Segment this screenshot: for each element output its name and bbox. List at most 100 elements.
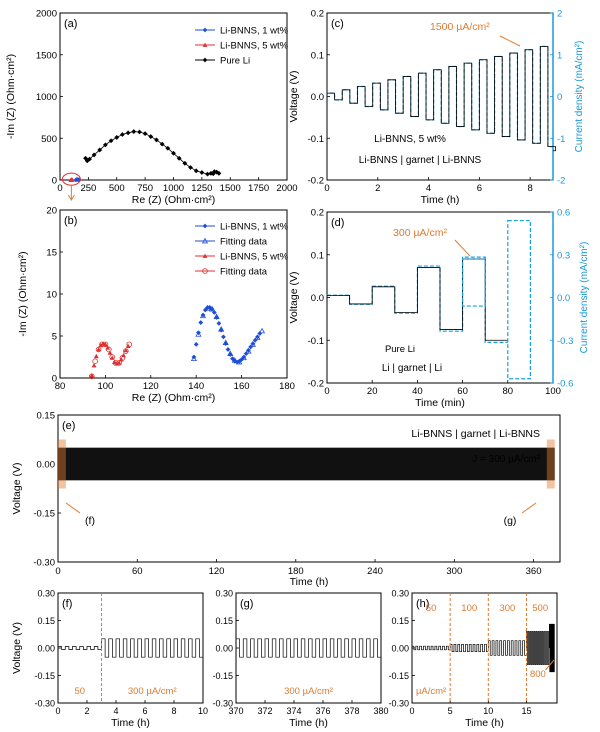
y-tick-label: 0.30 xyxy=(391,589,409,599)
x-tick-label: 140 xyxy=(188,381,204,392)
data-point xyxy=(245,347,252,354)
data-point xyxy=(258,327,266,334)
plot-frame-4 xyxy=(57,414,561,563)
data-point xyxy=(121,352,126,358)
data-point xyxy=(154,137,159,143)
y-tick-label: 0.0 xyxy=(311,293,324,304)
data-point xyxy=(109,355,115,360)
plot-frame-1 xyxy=(59,209,288,379)
data-point xyxy=(216,170,222,176)
y-tick-label: 0 xyxy=(52,176,57,187)
y-axis-label: Voltage (V) xyxy=(288,272,300,324)
data-point xyxy=(108,138,114,144)
voltage-series-100 xyxy=(449,643,489,653)
data-point xyxy=(83,155,88,161)
x-tick-label: 1500 xyxy=(220,183,241,194)
data-point xyxy=(211,169,217,175)
data-point xyxy=(93,353,99,359)
current-label: 50 xyxy=(74,686,85,697)
panel-label: (a) xyxy=(64,18,77,30)
y-tick-label: -0.1 xyxy=(308,336,324,347)
current-label-800: 800 xyxy=(530,669,546,680)
annotation-arrow xyxy=(454,239,471,257)
y-tick-label: 0.00 xyxy=(37,644,55,654)
voltage-series-50 xyxy=(411,645,451,651)
x-tick-label: 250 xyxy=(80,183,96,194)
y2-tick-label: 0 xyxy=(557,92,562,103)
voltage-series xyxy=(327,258,508,341)
data-point xyxy=(207,305,213,310)
data-point xyxy=(92,358,98,365)
cell-label: Li-BNNS | garnet | Li-BNNS xyxy=(359,155,482,166)
data-point xyxy=(89,373,95,378)
data-point xyxy=(209,305,216,312)
y-tick-label: -0.15 xyxy=(388,671,409,681)
data-point xyxy=(165,145,171,151)
x-axis-label: Time (h) xyxy=(289,717,328,729)
current-density-label: J = 300 µA/cm² xyxy=(472,454,540,465)
x-axis-label: Time (min) xyxy=(415,397,465,409)
y-tick-label: -0.30 xyxy=(388,699,409,709)
x-tick-label: 376 xyxy=(315,706,330,716)
data-point xyxy=(198,320,204,325)
x-tick-label: 2 xyxy=(84,706,89,716)
data-point xyxy=(243,351,249,357)
data-point xyxy=(176,155,182,161)
y-axis-label: Voltage (V) xyxy=(11,622,23,674)
zoom-arrow-head xyxy=(67,194,75,201)
x-tick-label: 80 xyxy=(55,381,66,392)
y-tick-label: 5 xyxy=(52,332,57,343)
y2-tick-label: 2 xyxy=(557,9,562,20)
y2-tick-label: 0.6 xyxy=(557,208,570,219)
data-point xyxy=(131,129,137,134)
y-axis-label: Voltage (V) xyxy=(288,71,300,123)
highlight-box xyxy=(462,258,486,307)
data-point xyxy=(87,156,92,162)
legend-marker xyxy=(201,237,209,244)
x-axis-label: Time (h) xyxy=(290,576,329,588)
panel-label: (h) xyxy=(416,598,429,610)
x-tick-label: 120 xyxy=(143,381,159,392)
data-point xyxy=(230,356,235,362)
y-tick-label: 500 xyxy=(41,134,57,145)
data-point xyxy=(205,171,210,177)
x-tick-label: 0 xyxy=(409,706,414,716)
legend-label: Li-BNNS, 1 wt% xyxy=(220,26,289,37)
data-point xyxy=(125,130,131,136)
data-point xyxy=(88,373,95,380)
current-label: 300 xyxy=(499,603,515,614)
arrow-f xyxy=(65,502,81,514)
legend-label: Fitting data xyxy=(220,267,268,278)
data-point xyxy=(182,160,188,166)
current-label: 50 xyxy=(426,603,437,614)
annotation-arrow xyxy=(499,35,521,47)
x-tick-label: 120 xyxy=(209,566,225,577)
y-tick-label: -0.1 xyxy=(308,134,324,145)
voltage-series-300 xyxy=(235,638,381,658)
data-point xyxy=(210,171,216,177)
current-label: 300 µA/cm² xyxy=(284,686,333,697)
data-point xyxy=(114,135,120,140)
annotation-arrow xyxy=(545,659,555,671)
legend-marker xyxy=(202,268,208,274)
current-label: 500 xyxy=(532,603,548,614)
arrow-g xyxy=(521,502,537,514)
y-tick-label: 0 xyxy=(52,374,57,385)
data-point xyxy=(250,341,256,346)
y-tick-label: -0.2 xyxy=(308,176,324,187)
y-tick-label: 0.15 xyxy=(215,616,233,626)
data-point xyxy=(225,347,231,352)
cell-label: Li-BNNS | garnet | Li-BNNS xyxy=(411,428,540,440)
y2-axis-label: Current density (mA/cm²) xyxy=(579,242,590,354)
data-point xyxy=(254,334,261,340)
x-tick-label: 380 xyxy=(373,706,388,716)
y-tick-label: -0.2 xyxy=(308,379,324,390)
x-tick-label: 750 xyxy=(137,183,153,194)
cell-label: Li | garnet | Li xyxy=(382,363,442,374)
x-tick-label: 10 xyxy=(483,706,493,716)
x-tick-label: 5 xyxy=(448,706,453,716)
panel-label: (c) xyxy=(331,18,344,30)
voltage-series-300 xyxy=(487,640,527,656)
y-tick-label: -0.15 xyxy=(34,671,55,681)
